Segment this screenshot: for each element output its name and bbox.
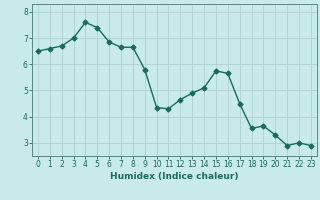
X-axis label: Humidex (Indice chaleur): Humidex (Indice chaleur) xyxy=(110,172,239,181)
